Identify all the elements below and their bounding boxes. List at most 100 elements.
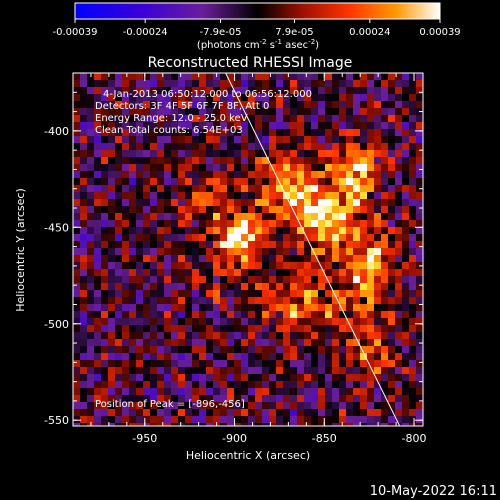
heatmap-cell (381, 395, 389, 403)
heatmap-cell (213, 255, 221, 263)
heatmap-cell (101, 262, 109, 270)
heatmap-cell (122, 311, 130, 319)
heatmap-cell (283, 115, 291, 123)
heatmap-cell (318, 416, 326, 424)
heatmap-cell (213, 318, 221, 326)
heatmap-cell (248, 213, 256, 221)
heatmap-cell (129, 304, 137, 312)
heatmap-cell (143, 318, 151, 326)
heatmap-cell (353, 87, 361, 95)
heatmap-cell (262, 283, 270, 291)
heatmap-cell (255, 87, 263, 95)
heatmap-cell (164, 332, 172, 340)
heatmap-cell (101, 178, 109, 186)
heatmap-cell (262, 143, 270, 151)
heatmap-cell (164, 143, 172, 151)
heatmap-cell (311, 248, 319, 256)
heatmap-cell (87, 234, 95, 242)
heatmap-cell (213, 395, 221, 403)
heatmap-cell (290, 129, 298, 137)
heatmap-cell (395, 339, 403, 347)
heatmap-cell (360, 388, 368, 396)
heatmap-cell (122, 136, 130, 144)
heatmap-cell (409, 276, 417, 284)
heatmap-cell (192, 73, 200, 81)
heatmap-cell (346, 171, 354, 179)
heatmap-cell (192, 276, 200, 284)
heatmap-cell (346, 101, 354, 109)
heatmap-cell (143, 388, 151, 396)
heatmap-cell (318, 234, 326, 242)
heatmap-cell (115, 339, 123, 347)
heatmap-cell (353, 262, 361, 270)
heatmap-cell (325, 283, 333, 291)
heatmap-cell (220, 311, 228, 319)
heatmap-cell (332, 346, 340, 354)
heatmap-cell (213, 339, 221, 347)
heatmap-cell (304, 423, 312, 426)
heatmap-cell (290, 171, 298, 179)
heatmap-cell (115, 269, 123, 277)
heatmap-cell (129, 290, 137, 298)
heatmap-cell (94, 374, 102, 382)
heatmap-cell (150, 332, 158, 340)
heatmap-cell (353, 290, 361, 298)
heatmap-cell (171, 360, 179, 368)
heatmap-cell (241, 248, 249, 256)
heatmap-cell (381, 423, 389, 426)
heatmap-cell (381, 101, 389, 109)
heatmap-cell (255, 108, 263, 116)
heatmap-cell (262, 241, 270, 249)
heatmap-cell (108, 150, 116, 158)
heatmap-cell (129, 423, 137, 426)
colorbar-tick-label: -0.00024 (123, 27, 168, 38)
heatmap-cell (248, 395, 256, 403)
heatmap-cell (416, 283, 423, 291)
heatmap-cell (374, 353, 382, 361)
heatmap-cell (213, 108, 221, 116)
heatmap-cell (374, 136, 382, 144)
heatmap-cell (241, 290, 249, 298)
heatmap-cell (311, 388, 319, 396)
heatmap-cell (178, 346, 186, 354)
heatmap-cell (80, 171, 88, 179)
heatmap-cell (409, 346, 417, 354)
heatmap-cell (101, 73, 109, 81)
heatmap-cell (416, 360, 423, 368)
heatmap-cell (101, 381, 109, 389)
heatmap-cell (248, 409, 256, 417)
heatmap-cell (332, 101, 340, 109)
heatmap-cell (87, 255, 95, 263)
heatmap-cell (227, 276, 235, 284)
heatmap-cell (213, 360, 221, 368)
heatmap-cell (241, 311, 249, 319)
heatmap-cell (206, 192, 214, 200)
heatmap-cell (227, 395, 235, 403)
heatmap-cell (262, 381, 270, 389)
heatmap-cell (227, 101, 235, 109)
heatmap-cell (311, 269, 319, 277)
heatmap-cell (129, 94, 137, 102)
heatmap-cell (248, 311, 256, 319)
heatmap-cell (227, 248, 235, 256)
heatmap-cell (94, 311, 102, 319)
heatmap-cell (353, 325, 361, 333)
heatmap-cell (129, 367, 137, 375)
heatmap-cell (276, 73, 284, 81)
heatmap-cell (248, 381, 256, 389)
heatmap-cell (346, 395, 354, 403)
heatmap-cell (381, 332, 389, 340)
heatmap-cell (220, 87, 228, 95)
heatmap-cell (199, 381, 207, 389)
heatmap-cell (101, 311, 109, 319)
heatmap-cell (87, 339, 95, 347)
heatmap-cell (332, 122, 340, 130)
heatmap-cell (220, 304, 228, 312)
heatmap-cell (409, 192, 417, 200)
heatmap-cell (374, 171, 382, 179)
heatmap-cell (346, 283, 354, 291)
heatmap-cell (143, 206, 151, 214)
heatmap-cell (192, 262, 200, 270)
heatmap-cell (276, 80, 284, 88)
heatmap-cell (227, 409, 235, 417)
